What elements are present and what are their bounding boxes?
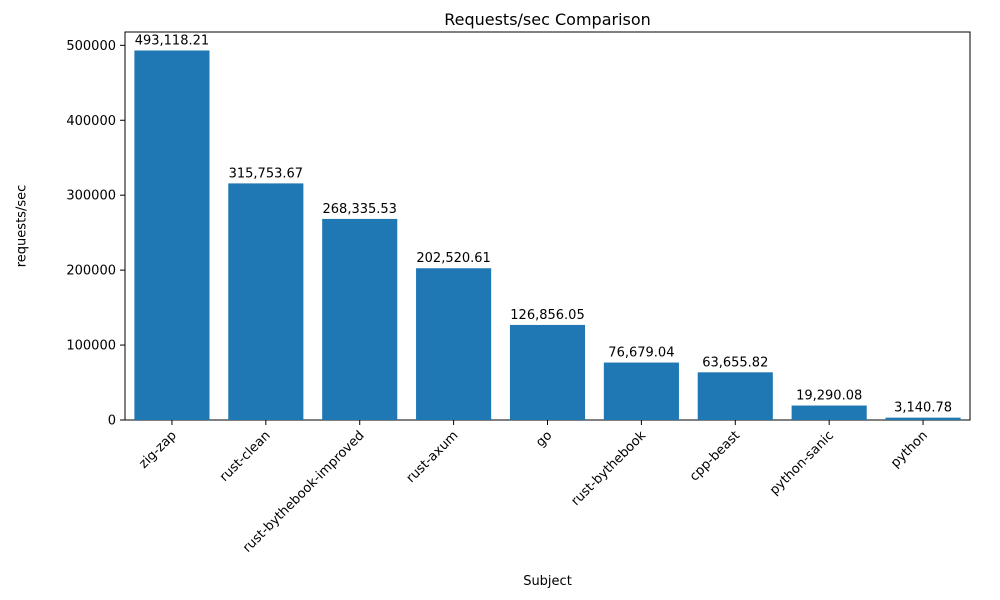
- bar-rust-axum: [416, 268, 492, 420]
- x-tick-label: rust-axum: [404, 428, 462, 486]
- bar-go: [509, 324, 586, 420]
- x-tick-label: rust-bythebook: [569, 428, 650, 509]
- bar-value-label: 493,118.21: [135, 33, 209, 48]
- bar-value-label: 315,753.67: [229, 166, 303, 181]
- x-tick-label: python-sanic: [767, 428, 837, 498]
- bar-value-label: 63,655.82: [702, 355, 768, 370]
- bar-value-label: 268,335.53: [323, 202, 397, 217]
- x-tick-label: rust-clean: [217, 428, 274, 485]
- bar-rust-clean: [228, 183, 304, 420]
- x-tick-label: cpp-beast: [687, 428, 743, 484]
- x-tick-label: python: [888, 428, 931, 471]
- bar-python-sanic: [791, 405, 867, 420]
- y-tick-label: 500000: [66, 39, 116, 54]
- chart-title: Requests/sec Comparison: [444, 10, 651, 29]
- bar-value-label: 76,679.04: [608, 346, 674, 361]
- bar-zig-zap: [134, 50, 210, 420]
- y-tick-label: 0: [108, 414, 116, 429]
- x-axis-label: Subject: [523, 574, 572, 589]
- bar-cpp-beast: [697, 372, 773, 420]
- bar-value-label: 126,856.05: [510, 308, 584, 323]
- x-tick-label: zig-zap: [136, 428, 179, 471]
- y-tick-label: 400000: [66, 114, 116, 129]
- x-tick-label: go: [533, 428, 555, 450]
- bar-value-label: 202,520.61: [416, 251, 490, 266]
- y-axis-label: requests/sec: [14, 184, 30, 268]
- bar-python: [885, 417, 961, 420]
- y-tick-label: 100000: [66, 339, 116, 354]
- bar-rust-bythebook: [603, 362, 679, 420]
- bar-value-label: 19,290.08: [796, 389, 862, 404]
- y-tick-label: 200000: [66, 264, 116, 279]
- bar-value-label: 3,140.78: [894, 401, 952, 416]
- y-tick-label: 300000: [66, 189, 116, 204]
- bar-rust-bythebook-improved: [322, 218, 398, 420]
